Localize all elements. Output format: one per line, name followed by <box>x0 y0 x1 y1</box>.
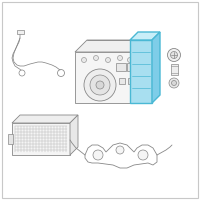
Circle shape <box>116 146 124 154</box>
Circle shape <box>96 81 104 89</box>
Circle shape <box>94 55 98 60</box>
Polygon shape <box>130 32 160 40</box>
Polygon shape <box>75 40 150 52</box>
Bar <box>116 63 126 71</box>
Bar <box>8 134 13 144</box>
Bar <box>171 64 178 75</box>
Bar <box>127 63 135 71</box>
Circle shape <box>84 69 116 101</box>
Circle shape <box>138 150 148 160</box>
Circle shape <box>169 78 179 88</box>
Circle shape <box>170 51 178 58</box>
Circle shape <box>118 55 122 60</box>
Polygon shape <box>152 32 160 103</box>
Circle shape <box>82 58 86 62</box>
Bar <box>119 78 125 84</box>
Circle shape <box>172 80 177 86</box>
Circle shape <box>128 58 132 62</box>
Circle shape <box>168 48 180 62</box>
Polygon shape <box>75 52 138 103</box>
Polygon shape <box>12 123 70 155</box>
Polygon shape <box>138 40 150 103</box>
Polygon shape <box>70 115 78 155</box>
Bar <box>17 30 24 34</box>
Circle shape <box>90 75 110 95</box>
Polygon shape <box>12 115 78 123</box>
Circle shape <box>93 150 103 160</box>
Circle shape <box>106 58 110 62</box>
Bar <box>128 78 134 84</box>
Polygon shape <box>130 40 152 103</box>
